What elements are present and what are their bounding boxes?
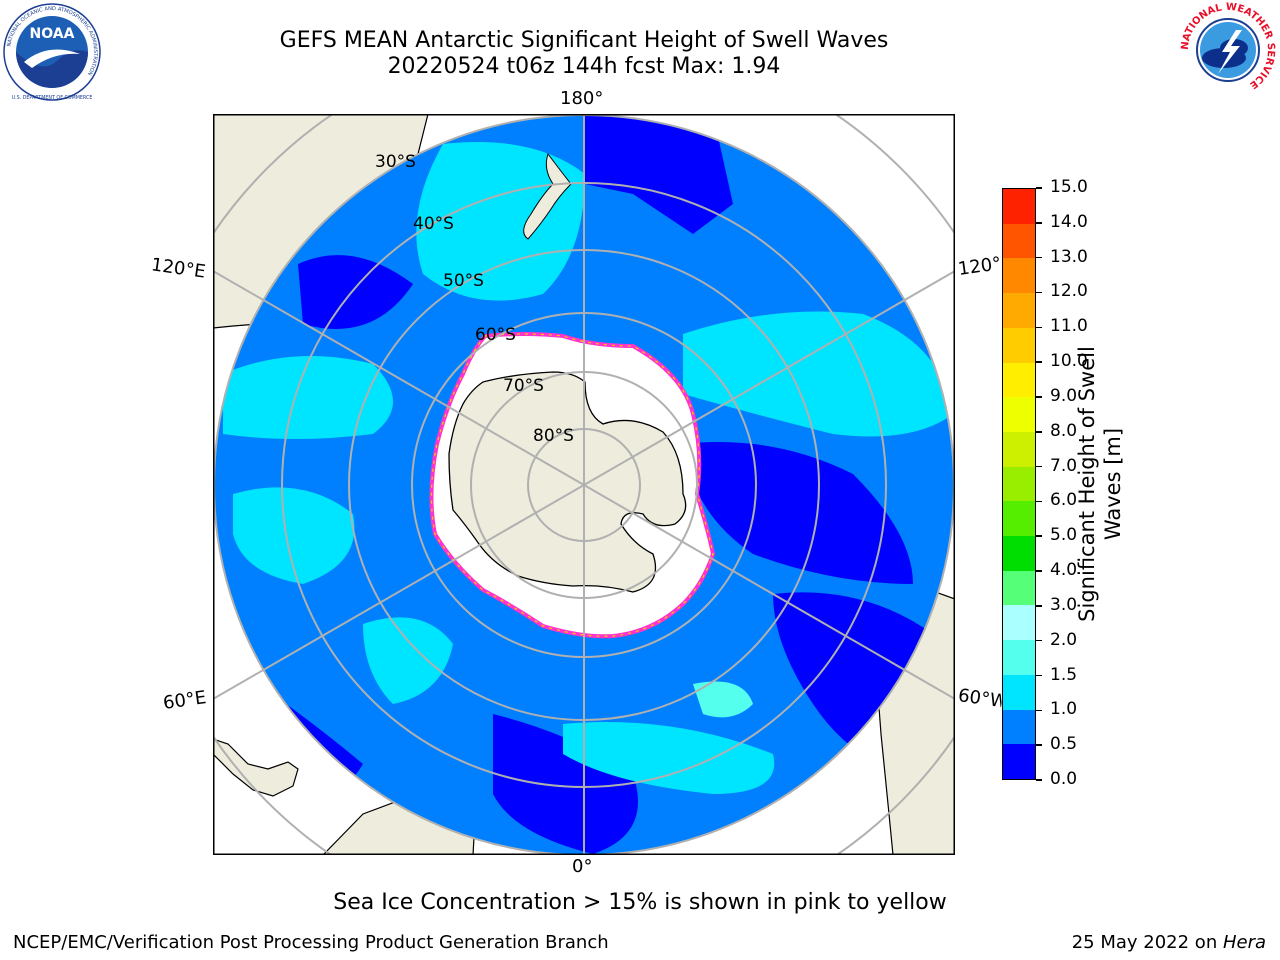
colorbar-segment: [1003, 640, 1035, 675]
colorbar-segment: [1003, 605, 1035, 641]
swell-high-zone: [233, 487, 355, 584]
swell-low-zone: [298, 255, 413, 329]
antarctica-land: [448, 371, 687, 593]
lat-label-30s: 30°S: [375, 152, 416, 172]
swell-high-zone: [683, 311, 953, 437]
sea-ice-note: Sea Ice Concentration > 15% is shown in …: [333, 890, 947, 915]
colorbar-tick-label: 2.0: [1050, 629, 1078, 650]
swell-high-zone: [416, 142, 585, 301]
colorbar-segment: [1003, 674, 1035, 710]
footer-date: 25 May 2022 on Hera: [1071, 932, 1266, 953]
colorbar-tick-label: 6.0: [1050, 490, 1078, 511]
polar-map: 30°S 40°S 50°S 60°S 70°S 80°S: [135, 36, 1033, 934]
colorbar-tick-mark: [1036, 431, 1042, 433]
lon-label-120e: 120°E: [149, 254, 207, 283]
colorbar-segment: [1003, 466, 1035, 502]
colorbar-tick-mark: [1036, 744, 1042, 746]
colorbar-tick-mark: [1036, 570, 1042, 572]
nws-logo: NATIONAL WEATHER SERVICE: [1178, 0, 1278, 100]
colorbar-tick-mark: [1036, 674, 1042, 677]
lat-label-60s: 60°S: [475, 325, 516, 345]
colorbar-tick-label: 1.0: [1050, 699, 1078, 720]
colorbar-tick-mark: [1036, 396, 1042, 398]
colorbar-tick-label: 11.0: [1050, 316, 1088, 337]
swell-high-zone: [563, 722, 775, 794]
colorbar-tick-label: 14.0: [1050, 211, 1088, 232]
lat-label-40s: 40°S: [413, 214, 454, 234]
colorbar-tick-label: 12.0: [1050, 281, 1088, 302]
noaa-logo-text: NOAA: [30, 26, 75, 42]
chart-subtitle: 20220524 t06z 144h fcst Max: 1.94: [387, 54, 781, 79]
lon-label-120w: 120°W: [956, 253, 1004, 280]
colorbar-tick-mark: [1036, 639, 1042, 642]
colorbar-tick-label: 0.5: [1050, 734, 1078, 755]
swell-low-zone: [493, 714, 638, 854]
colorbar-tick-label: 0.0: [1050, 769, 1078, 789]
lon-label-0: 0°: [572, 856, 593, 877]
colorbar-segment: [1003, 327, 1035, 363]
lon-label-180: 180°: [560, 88, 604, 109]
footer-branch: NCEP/EMC/Verification Post Processing Pr…: [13, 932, 609, 953]
lon-label-60w: 60°W: [956, 685, 1004, 712]
colorbar-tick-mark: [1036, 187, 1042, 189]
colorbar-segment: [1003, 709, 1035, 745]
colorbar-segment: [1003, 431, 1035, 467]
swell-high-zone: [223, 356, 393, 439]
colorbar-tick-mark: [1036, 222, 1042, 224]
colorbar-tick-label: 5.0: [1050, 525, 1078, 546]
colorbar-tick-label: 8.0: [1050, 420, 1078, 441]
colorbar-tick-label: 1.5: [1050, 664, 1078, 685]
swell-low-zone: [683, 442, 913, 584]
colorbar-tick-mark: [1036, 605, 1042, 607]
lat-label-50s: 50°S: [443, 271, 484, 291]
colorbar-tick-label: 9.0: [1050, 385, 1078, 406]
colorbar-segment: [1003, 570, 1035, 606]
chart-title: GEFS MEAN Antarctic Significant Height o…: [279, 28, 889, 53]
colorbar-tick-mark: [1036, 779, 1042, 781]
colorbar-tick-mark: [1036, 326, 1042, 329]
colorbar-tick-label: 13.0: [1050, 246, 1088, 267]
lat-label-80s: 80°S: [533, 426, 574, 446]
colorbar-tick-mark: [1036, 465, 1042, 468]
colorbar-segment: [1003, 744, 1035, 779]
colorbar-segment: [1003, 536, 1035, 571]
colorbar-ticks: 15.0 14.0 13.0 12.0 11.0 10.0 9.0 8.0 7.0 6.0 5.0 4…: [1036, 177, 1096, 789]
svg-text:U.S. DEPARTMENT OF COMMERCE: U.S. DEPARTMENT OF COMMERCE: [12, 95, 93, 101]
colorbar-segment: [1003, 223, 1035, 259]
swell-high-zone: [363, 617, 453, 704]
footer-machine: Hera: [1222, 932, 1266, 953]
lat-label-70s: 70°S: [503, 376, 544, 396]
colorbar-segment: [1003, 258, 1035, 294]
colorbar-tick-mark: [1036, 291, 1042, 294]
colorbar-tick-mark: [1036, 500, 1042, 503]
colorbar-tick-mark: [1036, 361, 1042, 363]
lon-label-60e: 60°E: [161, 687, 208, 714]
colorbar-segment: [1003, 501, 1035, 537]
noaa-logo: NOAA NATIONAL OCEANIC AND ATMOSPHERIC AD…: [2, 2, 102, 102]
colorbar-tick-label: 3.0: [1050, 594, 1078, 615]
colorbar-tick-label: 7.0: [1050, 455, 1078, 476]
colorbar-segment: [1003, 362, 1035, 398]
colorbar-tick-mark: [1036, 709, 1042, 712]
africa-land: [213, 738, 299, 797]
colorbar-tick-mark: [1036, 535, 1042, 537]
colorbar: [1002, 188, 1036, 780]
swell-high-zone: [693, 681, 753, 718]
colorbar-tick-label: 4.0: [1050, 560, 1078, 581]
colorbar-tick-label: 15.0: [1050, 177, 1088, 197]
colorbar-tick-mark: [1036, 256, 1042, 259]
colorbar-tick-label: 10.0: [1050, 351, 1088, 372]
colorbar-segment: [1003, 397, 1035, 432]
colorbar-segment: [1003, 293, 1035, 328]
colorbar-segment: [1003, 189, 1035, 224]
